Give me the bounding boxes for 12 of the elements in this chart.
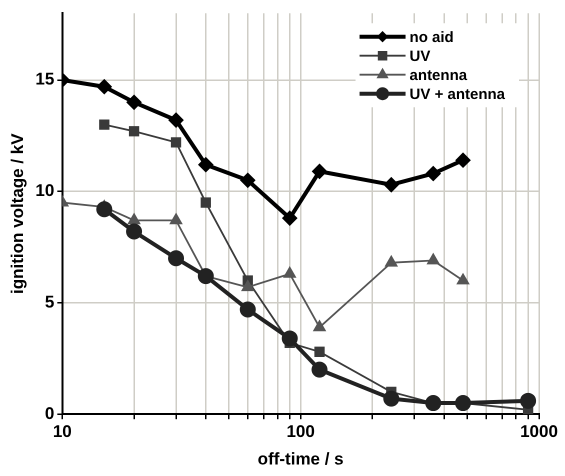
y-tick-label: 15 [35, 70, 54, 89]
y-tick-label: 10 [35, 181, 54, 200]
legend-label: UV + antenna [410, 86, 506, 103]
legend-label: antenna [410, 66, 468, 84]
y-axis-title: ignition voltage / kV [8, 132, 27, 294]
legend-label: UV [410, 48, 430, 65]
y-tick-label: 5 [44, 292, 54, 312]
x-tick-label: 1000 [520, 422, 558, 442]
y-tick-label: 0 [44, 404, 54, 423]
x-tick-label: 100 [286, 422, 315, 442]
x-axis-title: off-time / s [258, 449, 344, 468]
legend-label: no aid [410, 28, 454, 46]
